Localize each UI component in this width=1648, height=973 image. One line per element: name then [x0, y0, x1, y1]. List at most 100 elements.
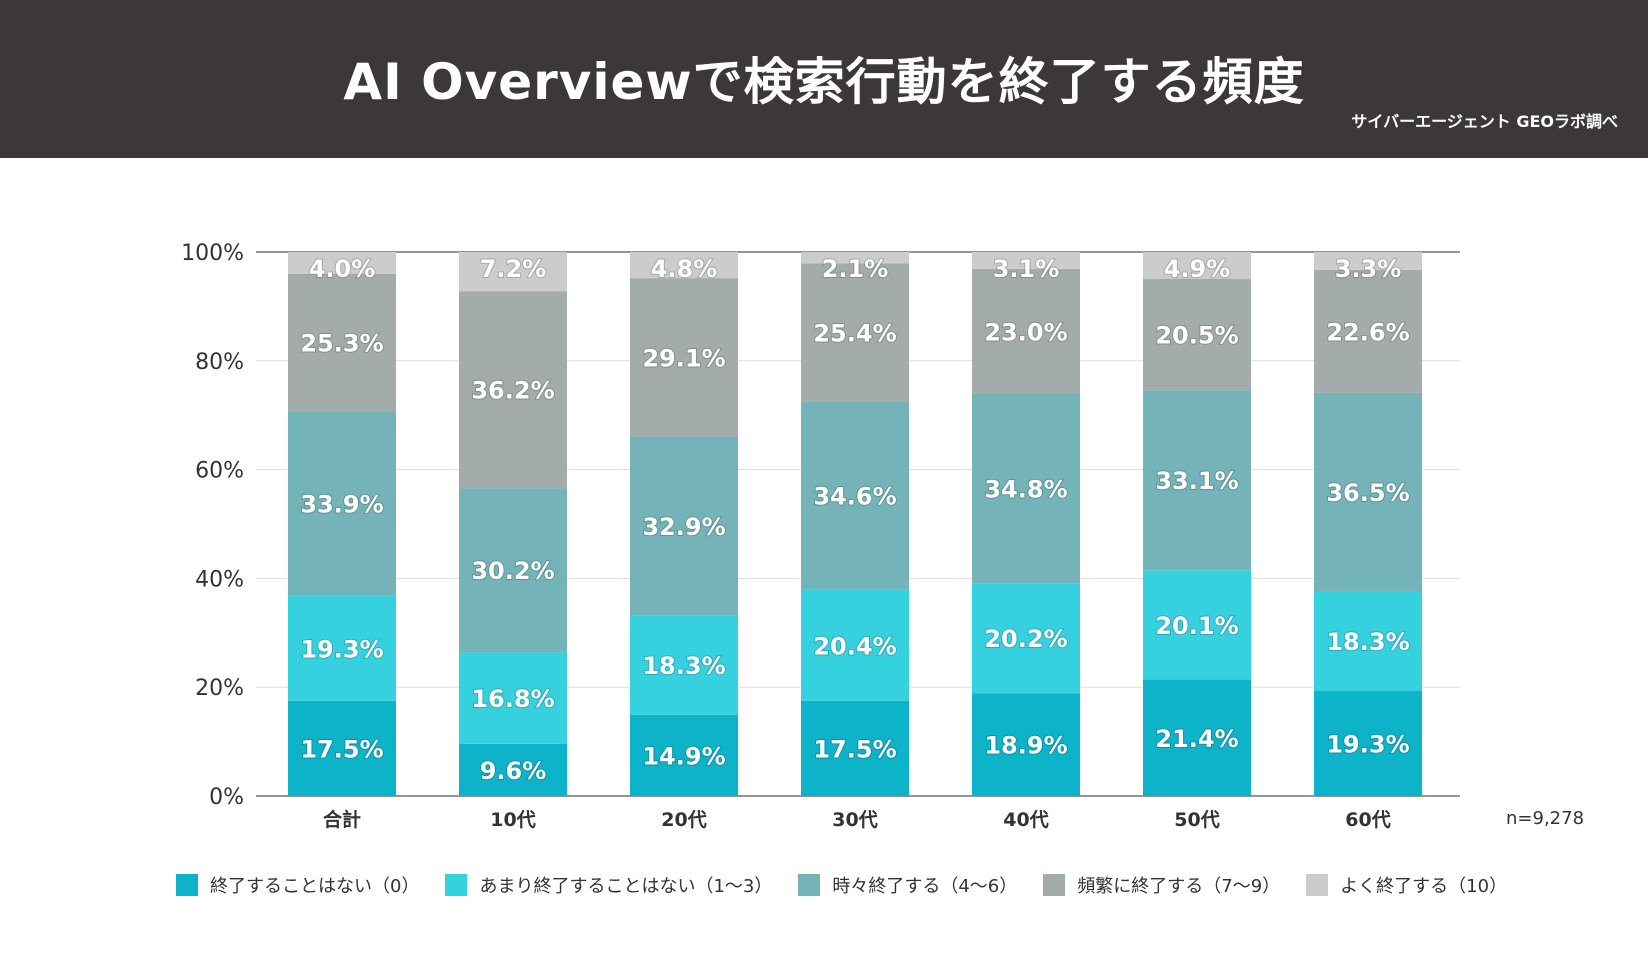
- data-label: 23.0%: [984, 318, 1067, 346]
- bar-segment: [288, 273, 396, 412]
- header-banner: AI Overviewで検索行動を終了する頻度 サイバーエージェント GEOラボ…: [0, 0, 1648, 158]
- data-label: 36.2%: [471, 377, 554, 405]
- y-tick-label: 20%: [195, 676, 244, 701]
- bar-segment: [459, 252, 567, 292]
- bar-segment: [288, 411, 396, 596]
- y-tick-label: 40%: [195, 567, 244, 592]
- data-label: 17.5%: [300, 735, 383, 763]
- data-label: 33.1%: [1155, 467, 1238, 495]
- legend-item: あまり終了することはない（1〜3）: [445, 872, 772, 898]
- legend-swatch: [176, 874, 198, 896]
- x-category-label: 10代: [490, 809, 535, 831]
- bar-segment: [288, 252, 396, 274]
- bar-segment: [801, 401, 909, 590]
- bar-segment: [1143, 252, 1251, 279]
- bar-segment: [288, 595, 396, 701]
- bar-segment: [801, 263, 909, 402]
- legend-item: 終了することはない（0）: [176, 872, 419, 898]
- source-credit: サイバーエージェント GEOラボ調べ: [1351, 112, 1618, 131]
- x-category-label: 30代: [832, 809, 877, 831]
- bar-segment: [630, 278, 738, 437]
- bar-segment: [1143, 679, 1251, 796]
- bar-segment: [972, 693, 1080, 796]
- bar-segment: [630, 436, 738, 616]
- data-label: 22.6%: [1326, 318, 1409, 346]
- data-label: 30.2%: [471, 557, 554, 585]
- bar-segment: [1143, 278, 1251, 391]
- sample-size-label: n=9,278: [1506, 808, 1584, 829]
- data-label: 17.5%: [813, 735, 896, 763]
- bar-segment: [972, 393, 1080, 584]
- data-label: 21.4%: [1155, 725, 1238, 753]
- bar-segment: [288, 700, 396, 796]
- data-label: 32.9%: [642, 513, 725, 541]
- page-title: AI Overviewで検索行動を終了する頻度: [343, 53, 1305, 111]
- data-label: 34.8%: [984, 476, 1067, 504]
- bar-segment: [972, 268, 1080, 394]
- bar-segment: [630, 714, 738, 796]
- data-label: 2.1%: [822, 255, 889, 283]
- data-label: 3.3%: [1335, 255, 1402, 283]
- x-category-label: 40代: [1003, 809, 1048, 831]
- data-label: 9.6%: [480, 757, 547, 785]
- bar-segment: [1314, 591, 1422, 692]
- x-category-label: 合計: [323, 808, 361, 831]
- y-tick-label: 100%: [181, 241, 244, 266]
- data-label: 19.3%: [1326, 731, 1409, 759]
- x-category-label: 50代: [1174, 809, 1219, 831]
- data-label: 4.9%: [1164, 255, 1231, 283]
- legend-label: 頻繁に終了する（7〜9）: [1077, 876, 1281, 897]
- bar-segment: [801, 589, 909, 701]
- legend-swatch: [1043, 874, 1066, 896]
- bar-segment: [801, 700, 909, 796]
- legend-label: よく終了する（10）: [1340, 876, 1508, 897]
- data-label: 34.6%: [813, 483, 896, 511]
- data-label: 4.0%: [309, 255, 376, 283]
- data-label: 3.1%: [993, 255, 1060, 283]
- chart-legend: 終了することはない（0） あまり終了することはない（1〜3） 時々終了する（4〜6）…: [176, 872, 1533, 898]
- data-label: 36.5%: [1326, 479, 1409, 507]
- bar-segment: [1143, 570, 1251, 680]
- data-label: 7.2%: [480, 255, 547, 283]
- data-label: 25.4%: [813, 320, 896, 348]
- legend-label: 時々終了する（4〜6）: [832, 876, 1018, 897]
- data-label: 33.9%: [300, 491, 383, 519]
- x-category-label: 20代: [661, 809, 706, 831]
- bar-segment: [972, 583, 1080, 694]
- bar-segment: [1314, 252, 1422, 270]
- bar-segment: [1314, 691, 1422, 796]
- y-tick-label: 60%: [195, 459, 244, 484]
- data-label: 25.3%: [300, 330, 383, 358]
- data-label: 18.9%: [984, 732, 1067, 760]
- legend-swatch: [1306, 874, 1329, 896]
- data-label: 20.1%: [1155, 612, 1238, 640]
- legend-swatch: [798, 874, 821, 896]
- data-label: 18.3%: [642, 652, 725, 680]
- bar-segment: [1314, 269, 1422, 393]
- data-label: 16.8%: [471, 685, 554, 713]
- bar-segment: [1314, 392, 1422, 592]
- data-label: 19.3%: [300, 635, 383, 663]
- bar-segment: [972, 252, 1080, 269]
- bar-segment: [801, 252, 909, 264]
- bar-segment: [459, 652, 567, 744]
- y-tick-label: 80%: [195, 350, 244, 375]
- data-label: 20.4%: [813, 632, 896, 660]
- legend-label: あまり終了することはない（1〜3）: [479, 876, 773, 897]
- bar-segment: [1143, 390, 1251, 571]
- data-label: 4.8%: [651, 255, 718, 283]
- legend-swatch: [445, 874, 468, 896]
- data-label: 29.1%: [642, 344, 725, 372]
- data-label: 20.5%: [1155, 321, 1238, 349]
- bar-segment: [459, 743, 567, 796]
- data-label: 14.9%: [642, 742, 725, 770]
- data-label: 20.2%: [984, 625, 1067, 653]
- bar-segment: [630, 252, 738, 279]
- legend-item: よく終了する（10）: [1306, 872, 1507, 898]
- y-tick-label: 0%: [209, 785, 244, 810]
- x-category-label: 60代: [1345, 809, 1390, 831]
- data-label: 18.3%: [1326, 628, 1409, 656]
- legend-label: 終了することはない（0）: [210, 876, 420, 897]
- bar-segment: [630, 615, 738, 715]
